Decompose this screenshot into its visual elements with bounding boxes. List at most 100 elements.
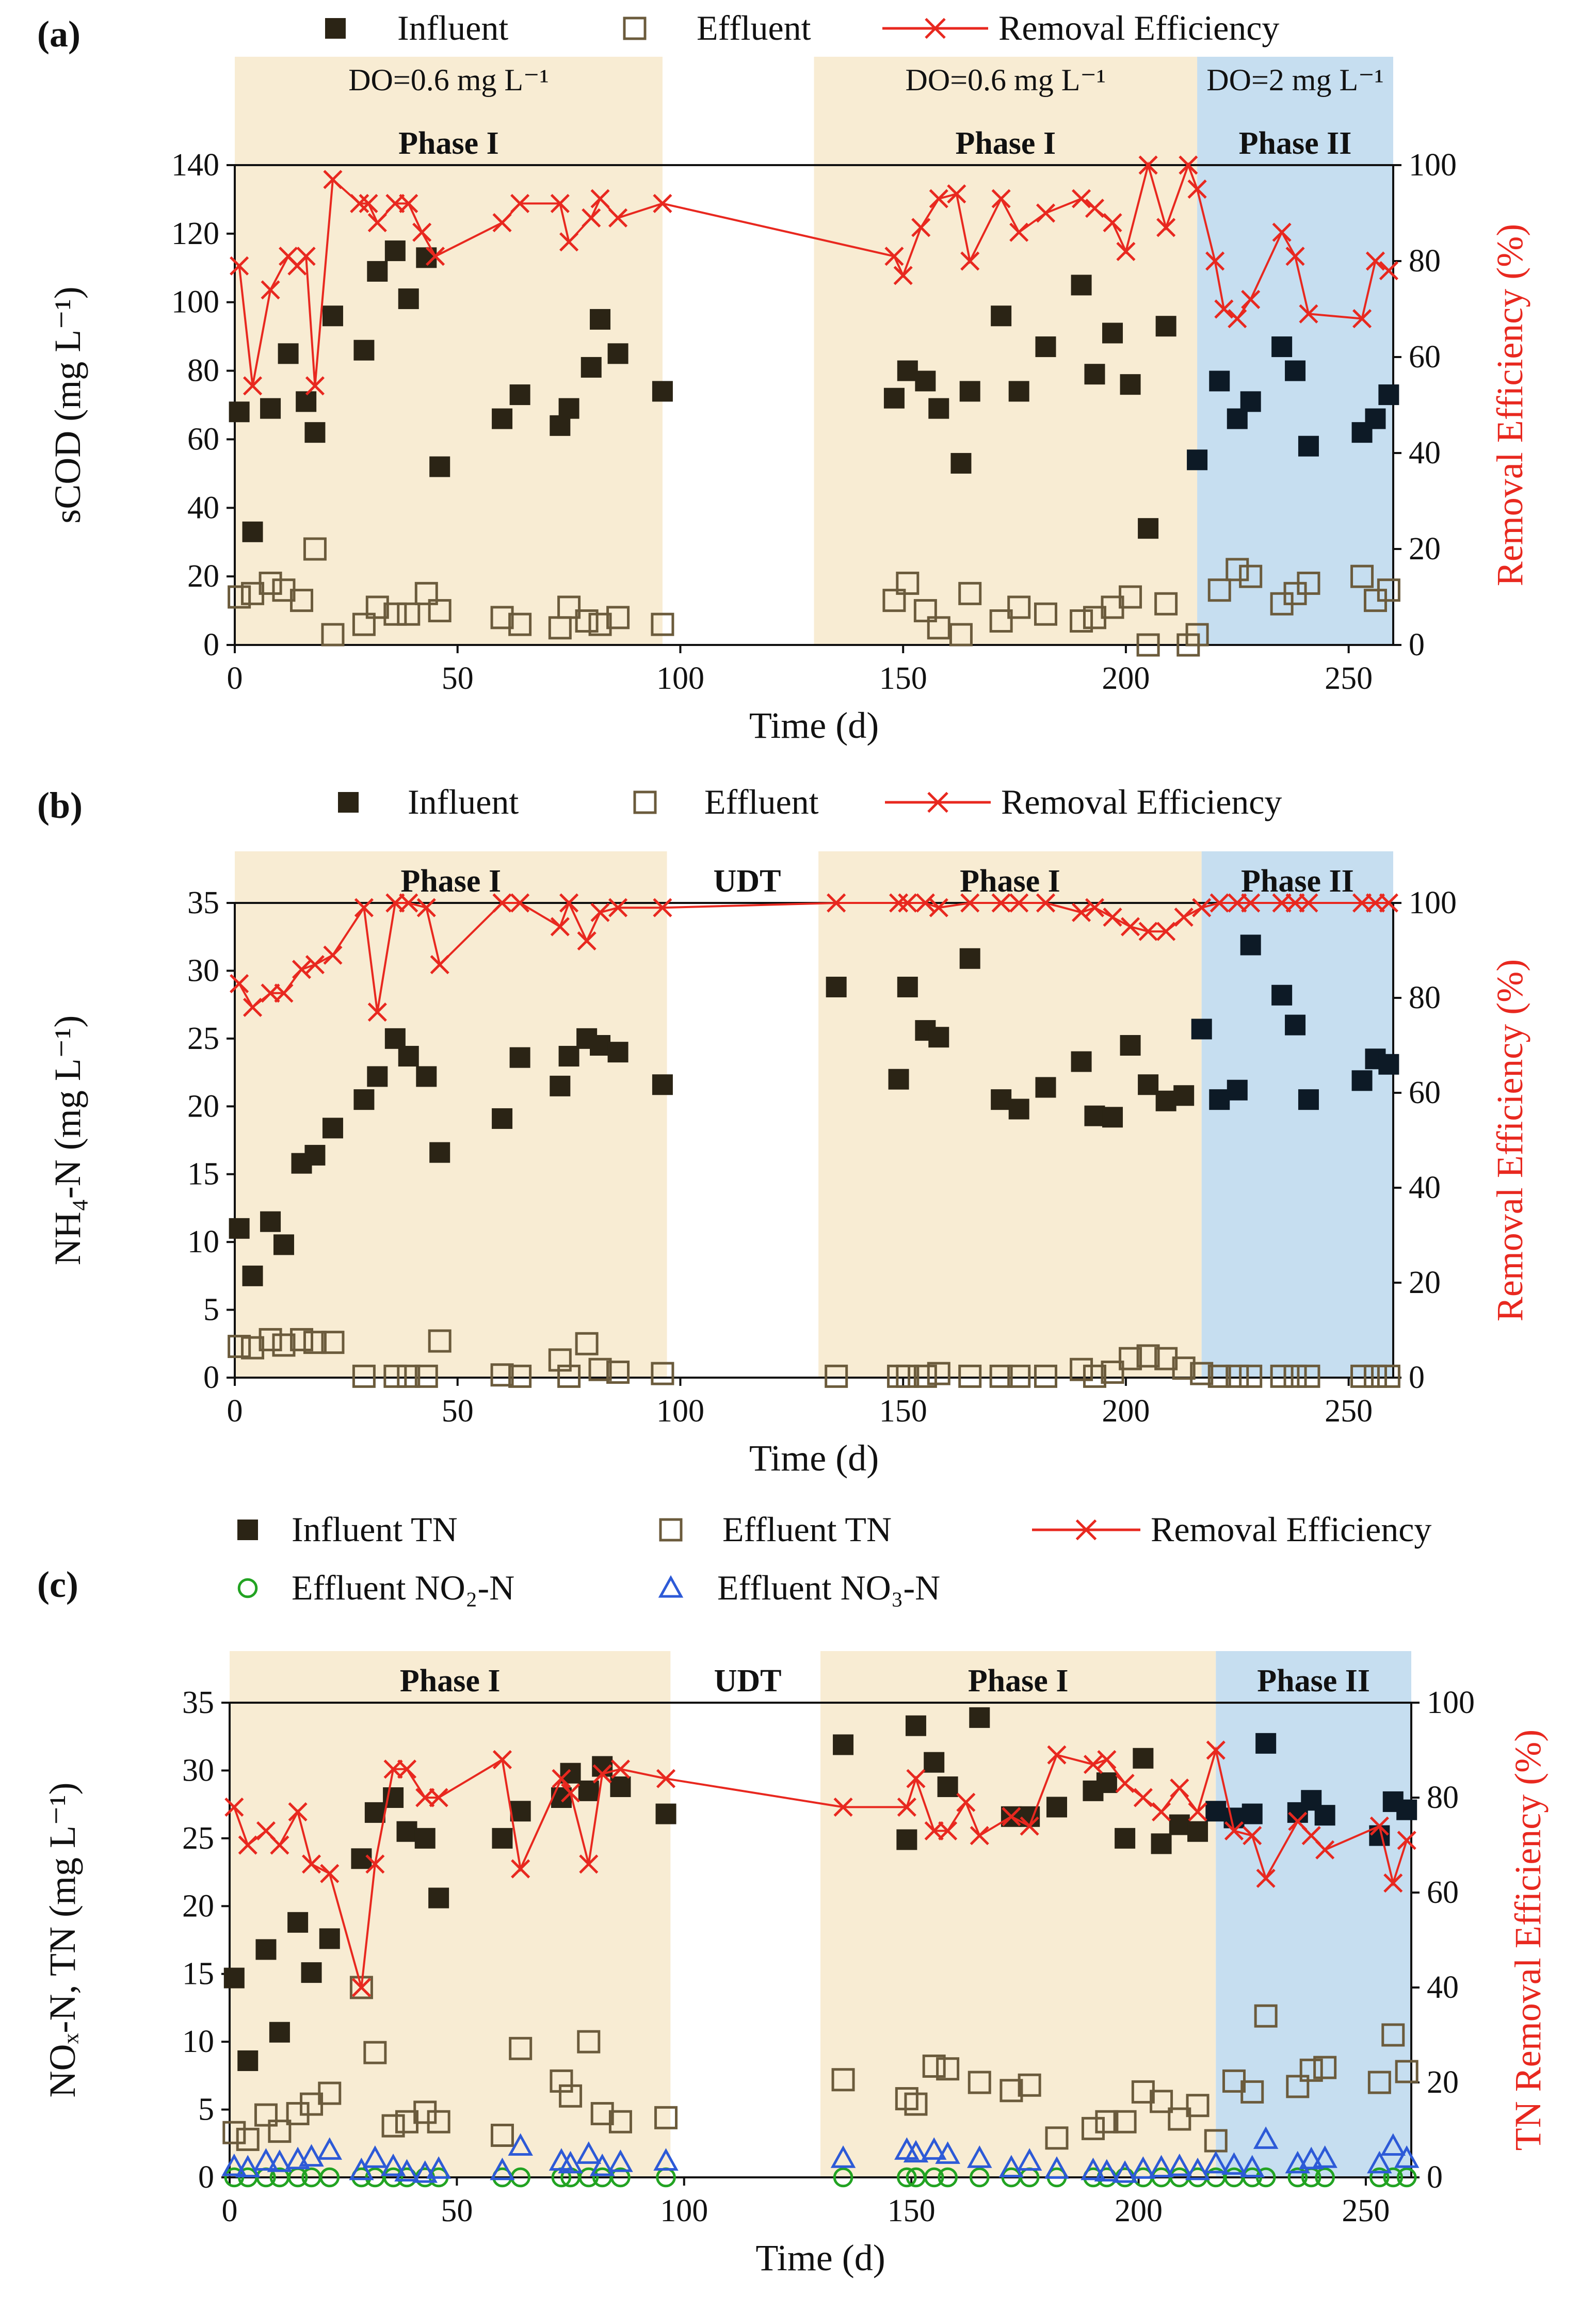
phase-1-band	[820, 1651, 1216, 2177]
data-point	[967, 2145, 992, 2168]
legend-label: Influent TN	[292, 1510, 458, 1549]
y2-tick-label: 40	[1427, 1970, 1459, 2005]
data-point	[1285, 360, 1306, 381]
x-tick-label: 150	[879, 661, 927, 696]
x-tick-label: 0	[222, 2193, 238, 2228]
y-tick-label: 30	[187, 953, 219, 988]
data-point	[575, 1332, 599, 1355]
data-point	[938, 2167, 958, 2188]
x-stroke	[929, 898, 948, 917]
x-stroke	[399, 893, 418, 913]
efficiency-point	[1170, 1779, 1189, 1798]
data-point	[1363, 1364, 1387, 1388]
data-point	[991, 1089, 1012, 1110]
data-point	[1138, 518, 1159, 539]
x-stroke	[1243, 1826, 1262, 1846]
efficiency-point	[1243, 1826, 1262, 1846]
x-stroke	[1256, 1868, 1276, 1888]
phase-1-band	[235, 57, 663, 645]
data-point	[1044, 2156, 1070, 2179]
x-stroke	[1299, 893, 1318, 913]
x-stroke	[1210, 893, 1229, 913]
data-point	[317, 2137, 343, 2160]
data-point	[897, 976, 918, 997]
data-point	[1119, 1347, 1142, 1370]
efficiency-point	[1116, 241, 1136, 261]
data-point	[1149, 2155, 1174, 2178]
data-point	[508, 1364, 532, 1388]
data-point	[1286, 2075, 1310, 2098]
y-tick-label: 30	[182, 1753, 214, 1788]
efficiency-point	[261, 280, 280, 300]
data-point	[1377, 1364, 1400, 1388]
data-point	[278, 343, 299, 364]
efficiency-point	[906, 1769, 926, 1788]
data-point	[652, 1074, 673, 1095]
data-point	[651, 612, 674, 636]
efficiency-point	[897, 1797, 916, 1817]
efficiency-point	[552, 1769, 571, 1788]
y-tick-label: 25	[182, 1821, 214, 1856]
efficiency-point	[399, 893, 418, 913]
x-stroke	[492, 1750, 512, 1769]
x-stroke	[927, 791, 948, 813]
efficiency-point	[292, 960, 312, 979]
data-point	[998, 2155, 1024, 2178]
efficiency-point	[224, 1797, 244, 1817]
data-point	[606, 1360, 630, 1384]
x-tick-label: 50	[442, 661, 474, 696]
data-point	[1185, 2157, 1211, 2180]
data-point	[1034, 1364, 1057, 1388]
data-point	[1154, 592, 1178, 616]
efficiency-point	[590, 189, 610, 208]
y-tick-label: 20	[187, 559, 219, 594]
x-stroke	[610, 1759, 631, 1779]
x-stroke	[1187, 179, 1207, 199]
data-point	[1239, 564, 1263, 588]
efficiency-point	[320, 1864, 340, 1883]
x-stroke	[1272, 222, 1292, 242]
x-stroke	[833, 1797, 853, 1817]
data-point	[1096, 1772, 1117, 1793]
x-stroke	[1115, 1773, 1135, 1793]
efficiency-point	[1138, 155, 1158, 175]
efficiency-point	[323, 170, 343, 189]
data-point	[896, 571, 920, 595]
x-stroke	[1009, 893, 1029, 913]
efficiency-point	[1315, 1840, 1335, 1860]
efficiency-point	[492, 893, 512, 913]
data-point	[915, 370, 936, 392]
data-point	[575, 609, 599, 633]
y-tick-label: 15	[187, 1157, 219, 1192]
x-stroke	[224, 1797, 244, 1817]
efficiency-point	[238, 1835, 257, 1855]
data-point	[1394, 2145, 1420, 2168]
data-point	[1094, 2159, 1120, 2181]
data-point	[1187, 1821, 1208, 1842]
x-stroke	[550, 193, 570, 213]
data-point	[1113, 2110, 1137, 2134]
efficiency-point	[365, 1854, 385, 1874]
x-stroke	[1085, 898, 1105, 917]
data-point	[237, 2050, 259, 2071]
data-point	[927, 1362, 950, 1385]
series-influent	[229, 240, 1399, 542]
legend-item: Effluent NO₃-N	[658, 1568, 940, 1607]
data-point	[1239, 2155, 1265, 2178]
y2-axis-title: Removal Efficiency (%)	[1489, 224, 1530, 586]
efficiency-point	[399, 193, 418, 213]
y-tick-label: 25	[187, 1021, 219, 1056]
x-stroke	[1379, 893, 1398, 913]
efficiency-point	[1224, 1821, 1244, 1840]
efficiency-point	[1002, 1807, 1021, 1827]
data-point	[1102, 322, 1123, 344]
data-point	[1155, 316, 1176, 337]
udt-label: UDT	[714, 864, 781, 899]
data-point	[364, 1802, 385, 1823]
data-point	[429, 1142, 450, 1163]
data-point	[928, 398, 949, 419]
data-point	[427, 2110, 450, 2134]
efficiency-point	[1352, 309, 1372, 329]
efficiency-point	[359, 193, 378, 213]
x-axis-title: Time (d)	[755, 2237, 885, 2278]
